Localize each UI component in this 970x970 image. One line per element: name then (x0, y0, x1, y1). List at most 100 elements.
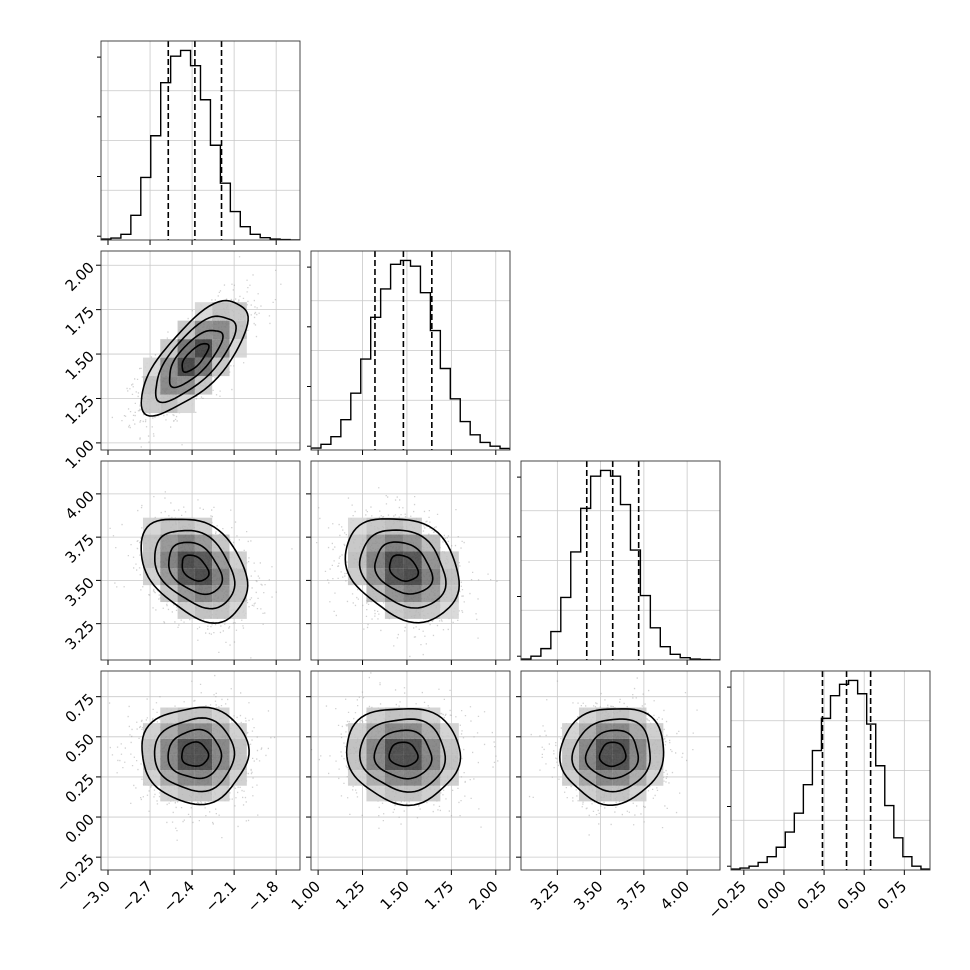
histogram-3 (731, 679, 930, 870)
contour-3 (344, 518, 461, 624)
density-cell (366, 585, 385, 603)
panel-frame (100, 250, 301, 451)
x-tick-label-0-0: −3.0 (76, 877, 114, 915)
density-3-0 (101, 671, 300, 870)
contour-0 (388, 741, 419, 768)
y-tick-label-2-3: 4.00 (62, 487, 98, 523)
panel-frame (310, 460, 511, 661)
density-cell (366, 707, 385, 724)
density-cell (160, 723, 178, 739)
panel-frame (310, 250, 511, 451)
density-cell (160, 707, 178, 724)
y-tick-label-1-3: 1.75 (62, 303, 98, 339)
density-cell (212, 585, 230, 603)
contour-0 (181, 342, 210, 374)
panel-2-2 (517, 460, 721, 665)
x-tick-label-0-1: −2.7 (118, 877, 156, 915)
density-cell (142, 551, 161, 569)
y-tick-label-1-4: 2.00 (62, 258, 98, 294)
density-cell (194, 357, 213, 377)
density-cell (421, 568, 441, 586)
x-tick-label-2-0: 3.25 (527, 877, 563, 913)
y-tick-label-2-0: 3.25 (62, 617, 98, 653)
panel-1-0: 1.00 1.25 1.50 1.75 2.00 (62, 250, 301, 473)
density-cell (347, 517, 367, 535)
contour-3 (558, 708, 665, 806)
contour-0 (181, 554, 210, 582)
y-tick-label-3-1: 0.00 (62, 810, 98, 846)
x-tick-label-1-0: 1.00 (288, 877, 324, 913)
density-cell (160, 376, 178, 395)
contour-2 (571, 718, 652, 793)
density-cell (212, 707, 230, 724)
y-tick-label-3-2: 0.25 (62, 770, 98, 806)
panel-3-2: 3.25 3.50 3.75 4.00 (516, 670, 721, 914)
y-tick-label-2-1: 3.50 (62, 574, 98, 610)
density-cell (177, 339, 195, 358)
density-cell (440, 602, 459, 619)
y-tick-label-1-0: 1.00 (62, 436, 98, 472)
density-cell (612, 738, 630, 755)
density-cell (578, 723, 596, 739)
density-cell (212, 320, 230, 340)
density-cell (177, 568, 195, 586)
density-cell (562, 738, 579, 755)
density-cell (229, 568, 247, 586)
density-cell (142, 738, 161, 755)
panel-2-0: 3.25 3.50 3.75 4.00 (62, 460, 301, 665)
density-cell (194, 754, 213, 771)
x-tick-label-1-1: 1.25 (332, 877, 368, 913)
density-cell (384, 602, 404, 619)
contour-2 (154, 315, 237, 404)
density-cell (177, 754, 195, 771)
histogram-0 (101, 49, 300, 240)
density-cell (212, 785, 230, 802)
panel-3-3: −0.25 0.00 0.25 0.50 0.75 (705, 670, 931, 923)
density-cell (612, 785, 630, 802)
density-cell (366, 517, 385, 535)
contour-0 (181, 741, 210, 768)
density-cell (160, 770, 178, 786)
contour-2 (153, 717, 236, 793)
panel-1-1 (307, 250, 511, 455)
density-cell (421, 707, 441, 724)
density-cell (160, 738, 178, 755)
density-cell (403, 785, 422, 802)
density-cell (194, 568, 213, 586)
contour-1 (168, 329, 224, 389)
contour-1 (584, 729, 640, 780)
contour-3 (140, 299, 249, 417)
density-cell (384, 754, 404, 771)
contour-0 (388, 554, 420, 583)
panel-3-0: −0.250.000.250.500.75−3.0 −2.7 −2.4 −2.1 −1.… (53, 670, 301, 916)
density-cell (212, 723, 230, 739)
density-cell (403, 534, 422, 552)
density-cell (194, 517, 213, 535)
density-cell (194, 551, 213, 569)
density-cell (646, 738, 664, 755)
y-tick-label-1-2: 1.50 (62, 347, 98, 383)
density-cell (194, 339, 213, 358)
histogram-1 (311, 259, 510, 450)
density-cell (212, 534, 230, 552)
x-tick-label-3-1: 0.00 (754, 877, 790, 913)
contour-1 (168, 541, 224, 596)
panel-frame (520, 460, 721, 661)
density-cell (194, 534, 213, 552)
density-cell (160, 568, 178, 586)
density-cell (366, 534, 385, 552)
density-cell (177, 357, 195, 377)
scatter-points (108, 674, 276, 841)
density-cell (366, 723, 385, 739)
density-cell (578, 770, 596, 786)
density-cell (212, 357, 230, 377)
density-cell (229, 723, 247, 739)
density-cell (142, 394, 161, 414)
density-cell (384, 723, 404, 739)
x-tick-label-3-2: 0.25 (794, 877, 830, 913)
density-2-0 (101, 461, 300, 660)
density-cell (212, 770, 230, 786)
density-cell (366, 568, 385, 586)
density-cell (194, 707, 213, 724)
